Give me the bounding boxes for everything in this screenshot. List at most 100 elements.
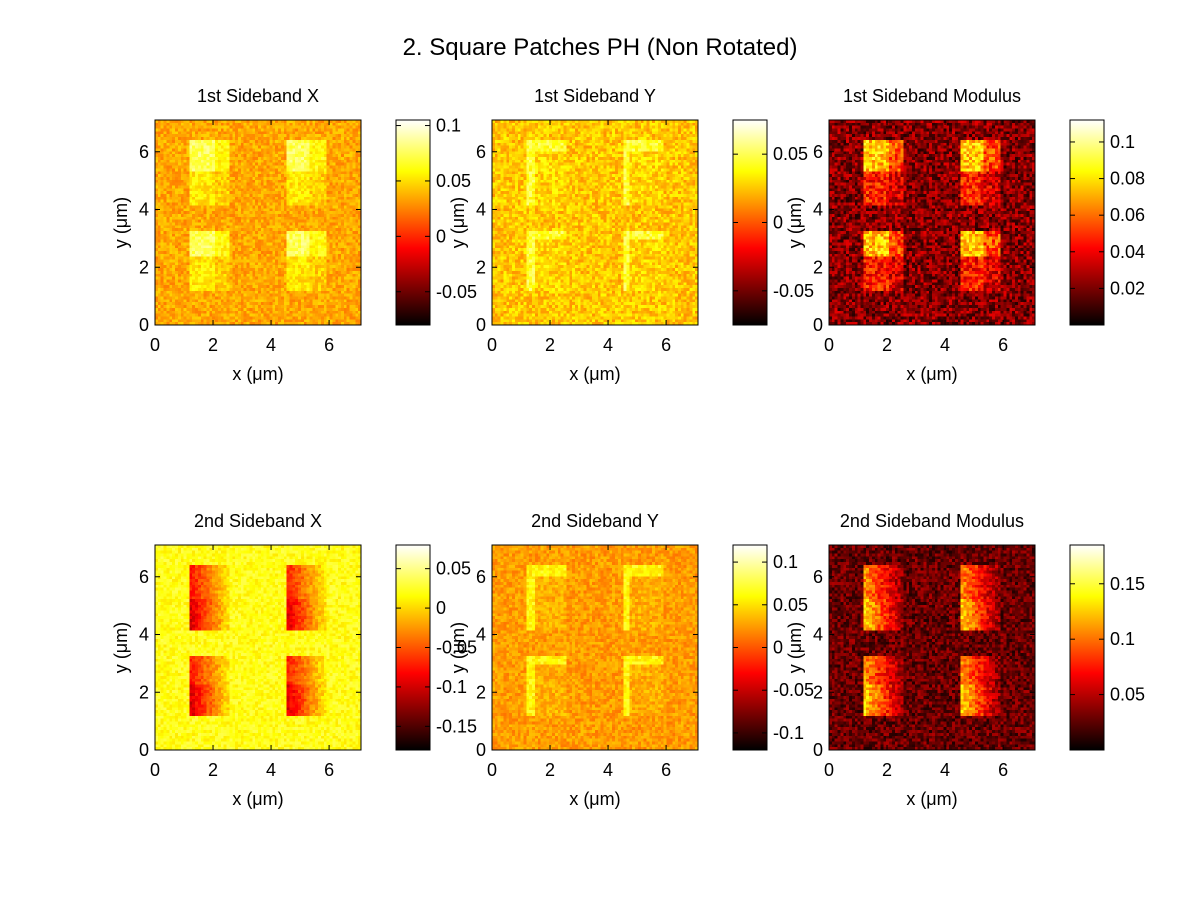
heatmap-cell <box>321 208 324 211</box>
heatmap-cell <box>327 151 330 154</box>
heatmap-cell <box>166 129 169 132</box>
heatmap-cell <box>164 200 167 203</box>
heatmap-cell <box>198 220 201 223</box>
heatmap-cell <box>284 257 287 260</box>
heatmap-cell <box>169 242 172 245</box>
heatmap-cell <box>192 245 195 248</box>
heatmap-cell <box>212 271 215 274</box>
heatmap-cell <box>192 223 195 226</box>
heatmap-cell <box>315 294 318 297</box>
heatmap-cell <box>284 274 287 277</box>
heatmap-cell <box>184 129 187 132</box>
heatmap-cell <box>341 314 344 317</box>
heatmap-cell <box>304 260 307 263</box>
heatmap-cell <box>332 234 335 237</box>
heatmap-cell <box>252 137 255 140</box>
heatmap-cell <box>212 285 215 288</box>
heatmap-cell <box>207 174 210 177</box>
heatmap-cell <box>338 285 341 288</box>
heatmap-cell <box>158 299 161 302</box>
heatmap-cell <box>344 274 347 277</box>
heatmap-cell <box>301 140 304 143</box>
heatmap-cell <box>272 274 275 277</box>
heatmap-cell <box>218 160 221 163</box>
heatmap-cell <box>315 220 318 223</box>
heatmap-cell <box>292 282 295 285</box>
heatmap-cell <box>284 151 287 154</box>
heatmap-cell <box>287 185 290 188</box>
heatmap-cell <box>307 291 310 294</box>
heatmap-cell <box>207 154 210 157</box>
heatmap-cell <box>249 168 252 171</box>
heatmap-cell <box>209 126 212 129</box>
heatmap-cell <box>158 223 161 226</box>
heatmap-cell <box>207 203 210 206</box>
heatmap-cell <box>195 183 198 186</box>
heatmap-cell <box>244 166 247 169</box>
heatmap-cell <box>307 228 310 231</box>
heatmap-cell <box>281 129 284 132</box>
heatmap-cell <box>241 174 244 177</box>
heatmap-cell <box>192 277 195 280</box>
heatmap-cell <box>186 297 189 300</box>
heatmap-cell <box>252 126 255 129</box>
heatmap-cell <box>281 220 284 223</box>
heatmap-cell <box>221 274 224 277</box>
heatmap-cell <box>269 146 272 149</box>
heatmap-cell <box>272 197 275 200</box>
heatmap-cell <box>272 291 275 294</box>
heatmap-cell <box>295 157 298 160</box>
heatmap-cell <box>192 154 195 157</box>
heatmap-cell <box>249 242 252 245</box>
heatmap-cell <box>241 279 244 282</box>
heatmap-cell <box>261 220 264 223</box>
heatmap-cell <box>261 251 264 254</box>
heatmap-cell <box>172 251 175 254</box>
heatmap-cell <box>215 308 218 311</box>
heatmap-cell <box>207 237 210 240</box>
heatmap-cell <box>178 137 181 140</box>
heatmap-cell <box>204 208 207 211</box>
heatmap-cell <box>292 294 295 297</box>
heatmap-cell <box>304 157 307 160</box>
heatmap-cell <box>189 271 192 274</box>
heatmap-cell <box>184 168 187 171</box>
heatmap-cell <box>186 291 189 294</box>
heatmap-cell <box>315 211 318 214</box>
heatmap-cell <box>284 154 287 157</box>
heatmap-cell <box>281 297 284 300</box>
heatmap-cell <box>166 277 169 280</box>
heatmap-cell <box>281 188 284 191</box>
heatmap-cell <box>247 214 250 217</box>
heatmap-cell <box>352 305 355 308</box>
heatmap-cell <box>304 311 307 314</box>
heatmap-cell <box>201 134 204 137</box>
heatmap-cell <box>161 163 164 166</box>
heatmap-cell <box>212 183 215 186</box>
heatmap-cell <box>235 302 238 305</box>
heatmap-cell <box>341 220 344 223</box>
heatmap-cell <box>258 137 261 140</box>
heatmap-cell <box>232 191 235 194</box>
heatmap-cell <box>255 248 258 251</box>
heatmap-cell <box>175 151 178 154</box>
heatmap-cell <box>338 197 341 200</box>
heatmap-cell <box>281 217 284 220</box>
heatmap-cell <box>332 302 335 305</box>
heatmap-cell <box>278 171 281 174</box>
heatmap-cell <box>181 131 184 134</box>
heatmap-cell <box>295 123 298 126</box>
heatmap-cell <box>184 316 187 319</box>
heatmap-cell <box>347 146 350 149</box>
heatmap-cell <box>212 311 215 314</box>
heatmap-cell <box>335 177 338 180</box>
heatmap-cell <box>355 148 358 151</box>
heatmap-cell <box>355 171 358 174</box>
heatmap-cell <box>327 234 330 237</box>
heatmap-cell <box>278 174 281 177</box>
heatmap-cell <box>255 200 258 203</box>
heatmap-cell <box>221 314 224 317</box>
heatmap-cell <box>289 248 292 251</box>
heatmap-cell <box>195 251 198 254</box>
heatmap-cell <box>298 140 301 143</box>
